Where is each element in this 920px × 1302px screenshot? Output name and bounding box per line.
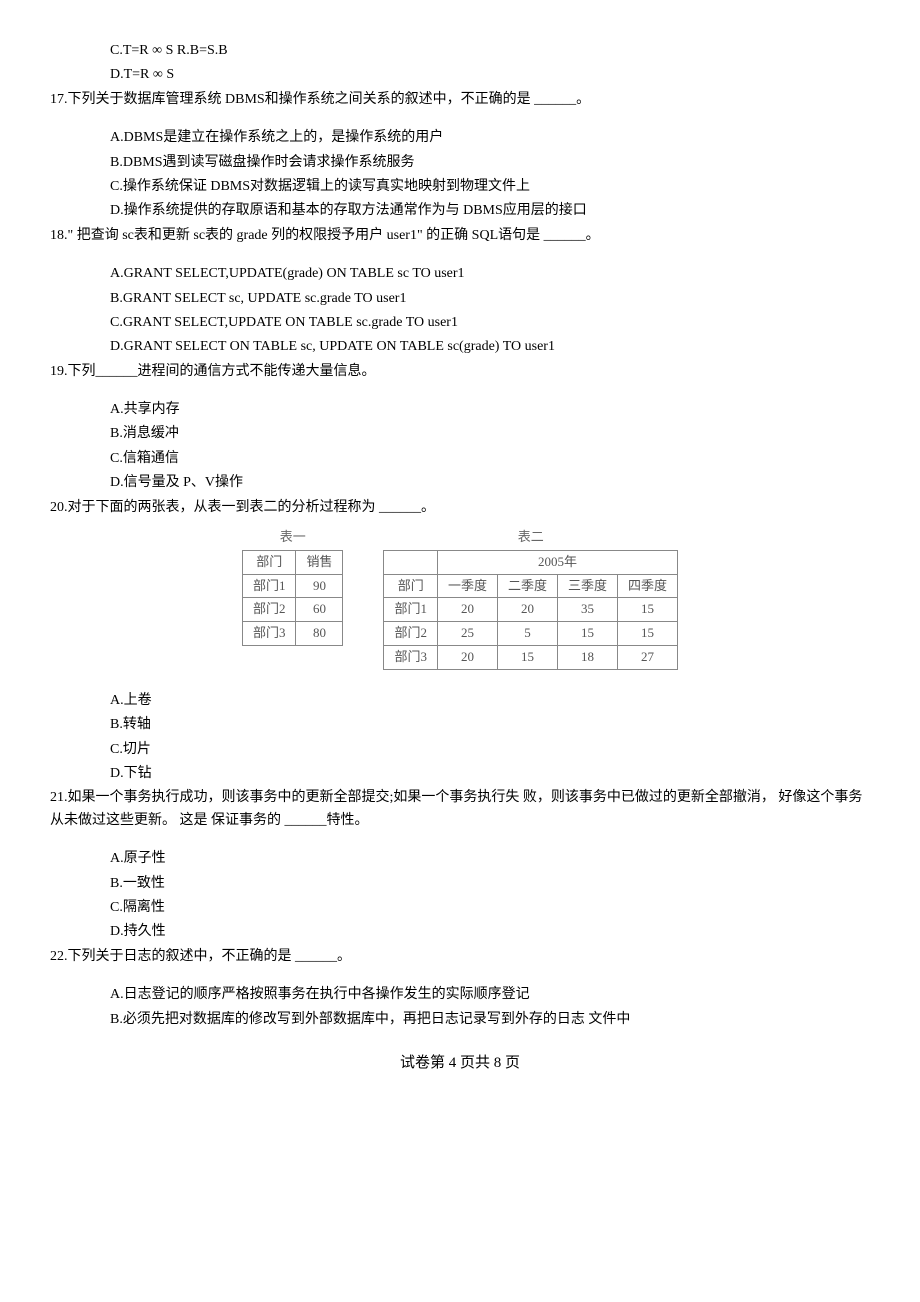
q19-option-b: B.消息缓冲 (50, 423, 870, 445)
table2-wrap: 表二 2005年部门一季度二季度三季度四季度部门120203515部门22551… (383, 527, 678, 670)
q17-option-b: B.DBMS遇到读写磁盘操作时会请求操作系统服务 (50, 152, 870, 174)
table1-cell: 部门1 (242, 574, 296, 598)
table-row: 部门 销售 (242, 550, 343, 574)
q21-option-d: D.持久性 (50, 921, 870, 943)
table-row: 部门2 60 (242, 598, 343, 622)
table1-caption: 表一 (242, 527, 344, 548)
q20-option-c: C.切片 (50, 739, 870, 761)
table2-caption: 表二 (383, 527, 678, 548)
table1-cell: 80 (296, 622, 343, 646)
page-footer: 试卷第 4 页共 8 页 (50, 1051, 870, 1075)
q19-option-c: C.信箱通信 (50, 448, 870, 470)
q18-option-a: A.GRANT SELECT,UPDATE(grade) ON TABLE sc… (50, 263, 870, 285)
table1-cell: 90 (296, 574, 343, 598)
q16-option-c: C.T=R ∞ S R.B=S.B (50, 40, 870, 62)
q20-stem: 20.对于下面的两张表，从表一到表二的分析过程称为 ______。 (50, 497, 870, 519)
q21-option-b: B.一致性 (50, 873, 870, 895)
table-row: 部门3 80 (242, 622, 343, 646)
q22-stem: 22.下列关于日志的叙述中，不正确的是 ______。 (50, 946, 870, 968)
q17-option-c: C.操作系统保证 DBMS对数据逻辑上的读写真实地映射到物理文件上 (50, 176, 870, 198)
q21-stem: 21.如果一个事务执行成功，则该事务中的更新全部提交;如果一个事务执行失 败，则… (50, 787, 870, 832)
q22-option-a: A.日志登记的顺序严格按照事务在执行中各操作发生的实际顺序登记 (50, 984, 870, 1006)
q21-option-a: A.原子性 (50, 848, 870, 870)
table1-cell: 部门3 (242, 622, 296, 646)
q18-stem: 18." 把查询 sc表和更新 sc表的 grade 列的权限授予用户 user… (50, 225, 870, 247)
q19-stem: 19.下列______进程间的通信方式不能传递大量信息。 (50, 361, 870, 383)
q20-option-d: D.下钻 (50, 763, 870, 785)
q19-option-a: A.共享内存 (50, 399, 870, 421)
q20-option-a: A.上卷 (50, 690, 870, 712)
table1-cell: 部门2 (242, 598, 296, 622)
q22-option-b: B.必须先把对数据库的修改写到外部数据库中，再把日志记录写到外存的日志 文件中 (50, 1009, 870, 1031)
q16-option-d: D.T=R ∞ S (50, 64, 870, 86)
q17-stem: 17.下列关于数据库管理系统 DBMS和操作系统之间关系的叙述中，不正确的是 _… (50, 89, 870, 111)
q18-option-b: B.GRANT SELECT sc, UPDATE sc.grade TO us… (50, 288, 870, 310)
table1-header-1: 销售 (296, 550, 343, 574)
q17-option-d: D.操作系统提供的存取原语和基本的存取方法通常作为与 DBMS应用层的接口 (50, 200, 870, 222)
table1-header-0: 部门 (242, 550, 296, 574)
q21-option-c: C.隔离性 (50, 897, 870, 919)
q18-option-d: D.GRANT SELECT ON TABLE sc, UPDATE ON TA… (50, 336, 870, 358)
table1-wrap: 表一 部门 销售 部门1 90 部门2 60 部门3 80 (242, 527, 344, 646)
table2: 2005年部门一季度二季度三季度四季度部门120203515部门22551515… (383, 550, 678, 670)
table1: 部门 销售 部门1 90 部门2 60 部门3 80 (242, 550, 344, 646)
q20-option-b: B.转轴 (50, 714, 870, 736)
table-row: 部门1 90 (242, 574, 343, 598)
q17-option-a: A.DBMS是建立在操作系统之上的，是操作系统的用户 (50, 127, 870, 149)
table1-cell: 60 (296, 598, 343, 622)
q18-option-c: C.GRANT SELECT,UPDATE ON TABLE sc.grade … (50, 312, 870, 334)
q19-option-d: D.信号量及 P、V操作 (50, 472, 870, 494)
q20-tables: 表一 部门 销售 部门1 90 部门2 60 部门3 80 表二 2005年部门… (50, 527, 870, 670)
